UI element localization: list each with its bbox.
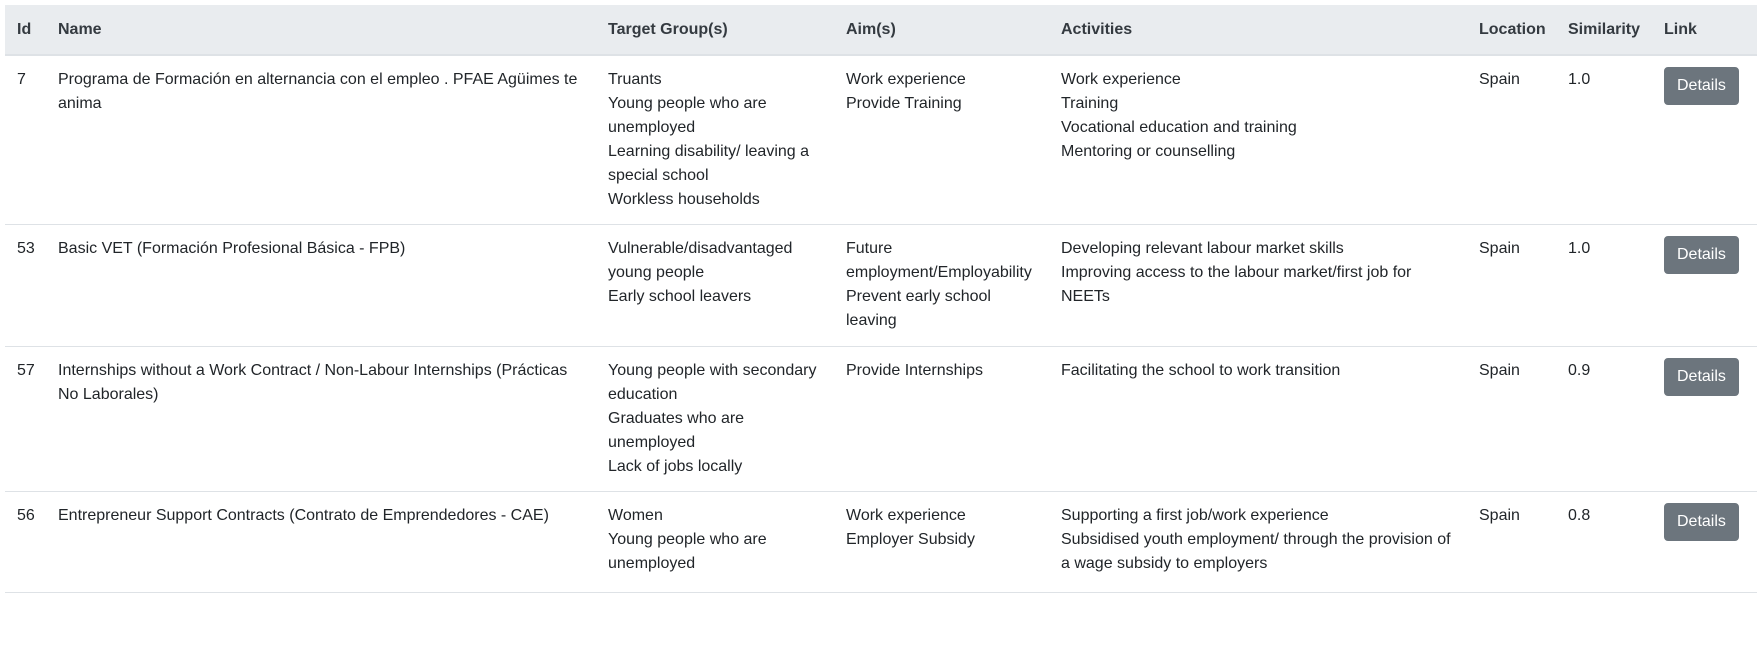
cell-location: Spain bbox=[1467, 55, 1556, 225]
aim-item: Provide Training bbox=[846, 95, 962, 112]
header-row: Id Name Target Group(s) Aim(s) Activitie… bbox=[5, 5, 1757, 56]
activity-item: Improving access to the labour market/fi… bbox=[1061, 264, 1412, 305]
activity-item: Supporting a first job/work experience bbox=[1061, 507, 1329, 524]
table-row: 57 Internships without a Work Contract /… bbox=[5, 346, 1757, 492]
cell-target-groups: Young people with secondary education Gr… bbox=[596, 346, 834, 492]
header-target-groups: Target Group(s) bbox=[596, 5, 834, 56]
target-group-item: Truants bbox=[608, 71, 662, 88]
aim-item: Work experience bbox=[846, 507, 966, 524]
cell-link: Details bbox=[1652, 55, 1757, 225]
cell-link: Details bbox=[1652, 491, 1757, 593]
header-activities: Activities bbox=[1049, 5, 1467, 56]
header-name: Name bbox=[46, 5, 596, 56]
aim-item: Employer Subsidy bbox=[846, 531, 975, 548]
target-group-item: Workless households bbox=[608, 191, 760, 208]
cell-location: Spain bbox=[1467, 491, 1556, 593]
details-button[interactable]: Details bbox=[1664, 358, 1739, 396]
cell-activities: Supporting a first job/work experience S… bbox=[1049, 491, 1467, 593]
cell-similarity: 0.9 bbox=[1556, 346, 1652, 492]
cell-aims: Provide Internships bbox=[834, 346, 1049, 492]
target-group-item: Graduates who are unemployed bbox=[608, 410, 745, 451]
cell-name: Programa de Formación en alternancia con… bbox=[46, 55, 596, 225]
cell-target-groups: Women Young people who are unemployed bbox=[596, 491, 834, 593]
header-id: Id bbox=[5, 5, 46, 56]
cell-location: Spain bbox=[1467, 224, 1556, 347]
header-similarity: Similarity bbox=[1556, 5, 1652, 56]
aim-item: Work experience bbox=[846, 71, 966, 88]
target-group-item: Young people who are unemployed bbox=[608, 95, 767, 136]
target-group-item: Women bbox=[608, 507, 663, 524]
cell-similarity: 0.8 bbox=[1556, 491, 1652, 593]
table-header: Id Name Target Group(s) Aim(s) Activitie… bbox=[5, 5, 1757, 56]
cell-target-groups: Truants Young people who are unemployed … bbox=[596, 55, 834, 225]
cell-id: 7 bbox=[5, 55, 46, 225]
cell-link: Details bbox=[1652, 346, 1757, 492]
cell-aims: Work experience Provide Training bbox=[834, 55, 1049, 225]
cell-activities: Developing relevant labour market skills… bbox=[1049, 224, 1467, 347]
results-table: Id Name Target Group(s) Aim(s) Activitie… bbox=[5, 5, 1757, 593]
activity-item: Vocational education and training bbox=[1061, 119, 1297, 136]
aim-item: Provide Internships bbox=[846, 362, 983, 379]
target-group-item: Vulnerable/disadvantaged young people bbox=[608, 240, 793, 281]
cell-id: 56 bbox=[5, 491, 46, 593]
cell-similarity: 1.0 bbox=[1556, 55, 1652, 225]
target-group-item: Early school leavers bbox=[608, 288, 752, 305]
aim-item: Future employment/Employability bbox=[846, 240, 1032, 281]
details-button[interactable]: Details bbox=[1664, 236, 1739, 274]
details-button[interactable]: Details bbox=[1664, 503, 1739, 541]
target-group-item: Learning disability/ leaving a special s… bbox=[608, 143, 810, 184]
header-aims: Aim(s) bbox=[834, 5, 1049, 56]
activity-item: Subsidised youth employment/ through the… bbox=[1061, 531, 1451, 572]
results-table-container: Id Name Target Group(s) Aim(s) Activitie… bbox=[5, 5, 1757, 593]
activity-item: Facilitating the school to work transiti… bbox=[1061, 362, 1341, 379]
details-button[interactable]: Details bbox=[1664, 67, 1739, 105]
aim-item: Prevent early school leaving bbox=[846, 288, 991, 329]
activity-item: Developing relevant labour market skills bbox=[1061, 240, 1344, 257]
activity-item: Work experience bbox=[1061, 71, 1181, 88]
header-link: Link bbox=[1652, 5, 1757, 56]
cell-aims: Future employment/Employability Prevent … bbox=[834, 224, 1049, 347]
cell-aims: Work experience Employer Subsidy bbox=[834, 491, 1049, 593]
cell-activities: Facilitating the school to work transiti… bbox=[1049, 346, 1467, 492]
table-row: 56 Entrepreneur Support Contracts (Contr… bbox=[5, 491, 1757, 593]
table-row: 7 Programa de Formación en alternancia c… bbox=[5, 55, 1757, 225]
cell-link: Details bbox=[1652, 224, 1757, 347]
activity-item: Mentoring or counselling bbox=[1061, 143, 1236, 160]
target-group-item: Young people with secondary education bbox=[608, 362, 817, 403]
cell-name: Basic VET (Formación Profesional Básica … bbox=[46, 224, 596, 347]
table-row: 53 Basic VET (Formación Profesional Bási… bbox=[5, 224, 1757, 347]
table-body: 7 Programa de Formación en alternancia c… bbox=[5, 55, 1757, 593]
target-group-item: Lack of jobs locally bbox=[608, 458, 743, 475]
cell-location: Spain bbox=[1467, 346, 1556, 492]
cell-activities: Work experience Training Vocational educ… bbox=[1049, 55, 1467, 225]
header-location: Location bbox=[1467, 5, 1556, 56]
cell-name: Internships without a Work Contract / No… bbox=[46, 346, 596, 492]
cell-id: 57 bbox=[5, 346, 46, 492]
activity-item: Training bbox=[1061, 95, 1119, 112]
cell-similarity: 1.0 bbox=[1556, 224, 1652, 347]
cell-name: Entrepreneur Support Contracts (Contrato… bbox=[46, 491, 596, 593]
cell-target-groups: Vulnerable/disadvantaged young people Ea… bbox=[596, 224, 834, 347]
cell-id: 53 bbox=[5, 224, 46, 347]
target-group-item: Young people who are unemployed bbox=[608, 531, 767, 572]
